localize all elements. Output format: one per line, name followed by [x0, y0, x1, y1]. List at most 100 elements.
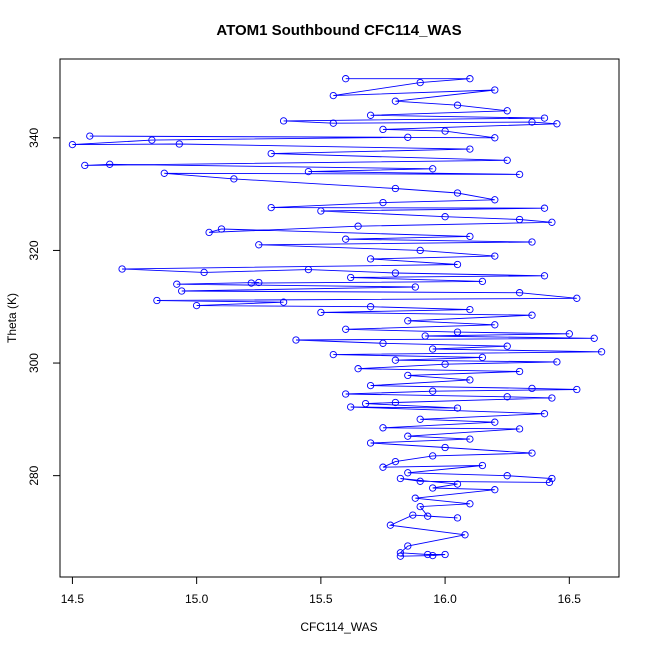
data-point — [391, 97, 400, 105]
data-point — [441, 213, 449, 221]
data-point — [404, 371, 412, 380]
data-point — [540, 204, 549, 212]
x-tick-label: 15.5 — [309, 592, 333, 606]
data-point — [478, 277, 487, 286]
data-point — [503, 156, 511, 164]
data-point — [409, 511, 417, 519]
data-point — [404, 432, 412, 440]
data-point — [540, 410, 549, 418]
data-point — [342, 235, 350, 243]
data-point — [466, 305, 474, 314]
data-point — [386, 521, 395, 529]
data-point — [548, 218, 556, 226]
data-point — [548, 474, 556, 483]
x-axis-label: CFC114_WAS — [300, 620, 377, 634]
data-point — [404, 317, 412, 325]
data-point — [317, 308, 325, 317]
data-point — [192, 301, 201, 310]
data-point — [416, 502, 424, 511]
data-point — [366, 255, 375, 263]
data-point — [267, 203, 275, 212]
x-tick-label: 15.0 — [185, 592, 209, 606]
data-point — [597, 348, 606, 356]
data-point — [292, 336, 300, 344]
data-point — [491, 134, 499, 142]
data-point — [411, 283, 419, 291]
y-tick-label: 280 — [27, 465, 41, 485]
data-point — [441, 360, 449, 368]
data-point — [379, 198, 387, 207]
data-point — [466, 500, 474, 508]
data-point — [466, 435, 474, 443]
data-point — [148, 136, 156, 144]
data-point — [466, 75, 474, 83]
data-point — [379, 424, 387, 432]
data-point — [366, 381, 375, 390]
data-point — [540, 272, 549, 280]
data-point — [453, 328, 462, 336]
data-point — [429, 165, 437, 173]
y-tick-label: 320 — [27, 240, 41, 260]
data-point — [379, 125, 387, 134]
data-point — [441, 550, 449, 559]
data-point — [528, 118, 536, 126]
data-point — [416, 78, 424, 87]
data-point — [573, 385, 581, 394]
data-point — [528, 449, 536, 457]
data-point — [573, 294, 581, 302]
data-point — [205, 228, 213, 237]
data-point — [391, 356, 400, 364]
data-point — [329, 91, 337, 100]
y-axis-label: Theta (K) — [5, 293, 19, 343]
x-tick-label: 14.5 — [61, 592, 85, 606]
data-point — [478, 353, 487, 362]
y-tick-label: 340 — [27, 127, 41, 147]
data-point — [453, 514, 462, 522]
data-point — [453, 101, 462, 109]
data-layer — [68, 75, 606, 560]
data-point — [545, 478, 554, 487]
data-point — [342, 75, 350, 83]
data-point — [491, 321, 499, 329]
data-point — [217, 225, 226, 233]
data-point — [396, 549, 405, 557]
data-point — [68, 140, 77, 149]
data-point — [424, 550, 432, 559]
data-point — [548, 394, 556, 402]
data-point — [342, 325, 350, 333]
data-point — [466, 376, 474, 384]
data-point — [441, 127, 449, 135]
data-point — [453, 404, 462, 412]
data-point — [304, 265, 313, 274]
data-point — [503, 393, 511, 401]
data-point — [279, 117, 288, 125]
data-point — [81, 161, 89, 170]
data-point — [453, 189, 462, 197]
data-point — [515, 367, 524, 376]
data-point — [329, 119, 337, 127]
data-point — [354, 222, 362, 230]
chart-title: ATOM1 Southbound CFC114_WAS — [216, 22, 461, 39]
data-point — [553, 358, 561, 366]
data-point — [540, 114, 549, 122]
data-point — [86, 132, 94, 140]
data-point — [421, 332, 429, 340]
data-point — [491, 196, 499, 204]
data-point — [404, 469, 412, 477]
data-point — [178, 287, 186, 295]
data-point — [317, 207, 325, 215]
data-point — [441, 443, 449, 452]
data-point — [429, 345, 437, 353]
data-point — [416, 415, 424, 423]
data-point — [379, 339, 387, 347]
data-point — [503, 342, 511, 350]
data-point — [379, 463, 387, 471]
data-point — [255, 278, 263, 287]
data-point — [478, 461, 487, 470]
data-point — [424, 512, 432, 520]
data-point — [304, 167, 313, 176]
data-point — [118, 265, 126, 273]
data-point — [230, 175, 238, 183]
data-point — [491, 252, 499, 260]
data-point — [565, 330, 573, 338]
